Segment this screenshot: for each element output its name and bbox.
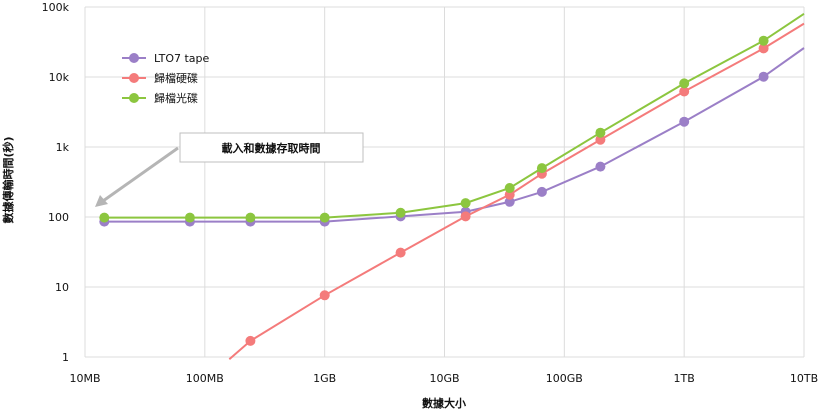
y-tick-label: 1k	[56, 141, 70, 154]
y-axis-title: 數據傳輸時間(秒)	[1, 136, 15, 223]
series-2	[99, 12, 805, 223]
data-point	[595, 134, 606, 145]
legend-label-archive-disc: 歸檔光碟	[154, 91, 198, 105]
legend: LTO7 tape 歸檔硬碟 歸檔光碟	[122, 52, 210, 105]
legend-item-archive-hdd: 歸檔硬碟	[122, 71, 198, 85]
x-tick-label: 1TB	[674, 372, 695, 385]
data-point	[536, 186, 547, 197]
legend-marker-lto7	[129, 53, 139, 63]
legend-label-archive-hdd: 歸檔硬碟	[154, 71, 198, 85]
data-point	[460, 198, 471, 209]
x-axis-title: 數據大小	[422, 396, 466, 410]
data-point	[758, 35, 769, 46]
data-point	[758, 43, 769, 54]
x-tick-label: 100GB	[546, 372, 583, 385]
data-point	[595, 161, 606, 172]
data-point	[460, 211, 471, 222]
legend-item-lto7: LTO7 tape	[122, 52, 210, 65]
data-point	[99, 212, 110, 223]
data-point	[504, 183, 515, 193]
data-point	[319, 290, 330, 301]
annotation-arrow	[102, 146, 179, 203]
x-tick-label: 100MB	[186, 372, 224, 385]
y-tick-label: 100k	[42, 1, 70, 14]
legend-marker-archive-hdd	[129, 73, 139, 83]
data-point	[679, 116, 690, 127]
axes: 10MB 100MB 1GB 10GB 100GB 1TB 10TB 1 10 100 1k 10k 1…	[42, 1, 819, 385]
y-tick-label: 10k	[49, 71, 70, 84]
legend-marker-archive-disc	[129, 93, 139, 103]
y-tick-label: 100	[48, 211, 69, 224]
data-point	[758, 71, 769, 82]
annotation: 載入和數據存取時間	[95, 132, 364, 207]
legend-item-archive-disc: 歸檔光碟	[122, 91, 198, 105]
y-tick-label: 10	[55, 281, 69, 294]
data-point	[245, 335, 256, 346]
series-line	[104, 12, 805, 219]
y-tick-label: 1	[62, 351, 69, 364]
series-line	[104, 47, 805, 223]
data-point	[245, 212, 256, 223]
data-point	[504, 196, 515, 207]
data-point	[395, 247, 406, 258]
data-point	[679, 86, 690, 97]
x-tick-label: 1GB	[313, 372, 336, 385]
data-point	[319, 212, 330, 223]
x-tick-label: 10TB	[790, 372, 818, 385]
x-tick-label: 10MB	[69, 372, 100, 385]
data-point	[184, 212, 195, 223]
annotation-box	[179, 132, 364, 163]
annotation-text: 載入和數據存取時間	[222, 141, 321, 155]
series-1	[228, 22, 805, 360]
data-point	[595, 127, 606, 138]
x-tick-label: 10GB	[429, 372, 459, 385]
data-point	[536, 163, 547, 174]
legend-label-lto7: LTO7 tape	[154, 52, 210, 65]
series	[99, 12, 805, 360]
data-point	[395, 207, 406, 218]
series-line	[228, 22, 805, 360]
annotation-arrow-head	[95, 195, 108, 207]
data-point	[679, 78, 690, 89]
